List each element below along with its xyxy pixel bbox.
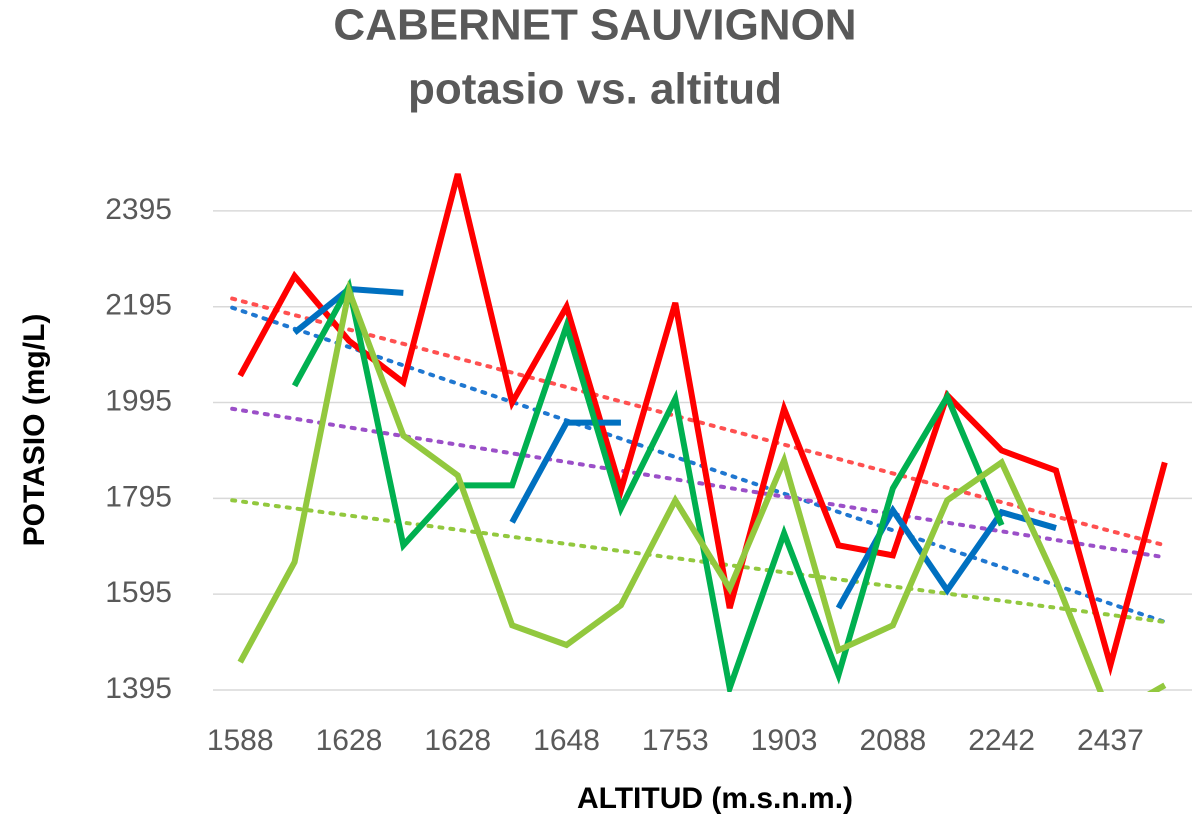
series-line bbox=[291, 278, 1005, 692]
x-tick-label: 1588 bbox=[207, 724, 274, 757]
y-tick-label: 1995 bbox=[105, 384, 172, 417]
x-axis-label: ALTITUD (m.s.n.m.) bbox=[577, 782, 853, 815]
chart-title: CABERNET SAUVIGNON bbox=[333, 1, 856, 50]
y-tick-label: 1595 bbox=[105, 576, 172, 609]
trendline bbox=[230, 305, 1167, 624]
trendline bbox=[230, 498, 1167, 624]
y-tick-label: 1395 bbox=[105, 672, 172, 705]
series-line bbox=[292, 285, 1057, 610]
x-tick-label: 2088 bbox=[859, 724, 926, 757]
y-axis-label: POTASIO (mg/L) bbox=[18, 314, 51, 547]
x-tick-label: 1628 bbox=[424, 724, 491, 757]
trendline bbox=[230, 406, 1167, 560]
y-tick-label: 1795 bbox=[105, 480, 172, 513]
x-tick-label: 1903 bbox=[751, 724, 818, 757]
x-tick-label: 1753 bbox=[642, 724, 709, 757]
y-tick-label: 2195 bbox=[105, 289, 172, 322]
series-line bbox=[237, 280, 1167, 692]
y-tick-label: 2395 bbox=[105, 193, 172, 226]
x-tick-label: 1628 bbox=[316, 724, 383, 757]
chart-subtitle: potasio vs. altitud bbox=[408, 65, 782, 114]
x-tick-label: 2437 bbox=[1077, 724, 1144, 757]
x-tick-label: 1648 bbox=[533, 724, 600, 757]
series-line bbox=[237, 173, 1168, 677]
x-tick-label: 2242 bbox=[968, 724, 1035, 757]
